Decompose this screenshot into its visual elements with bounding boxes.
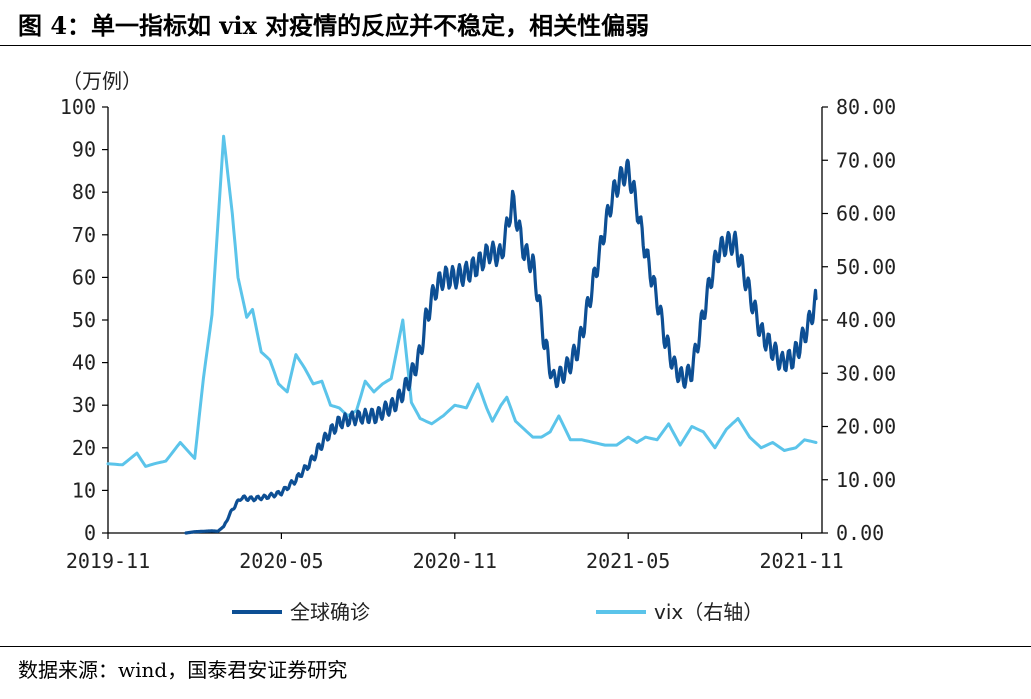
- left-tick-label: 70: [72, 223, 96, 247]
- x-tick-label: 2019-11: [66, 549, 150, 573]
- title-divider: [0, 45, 1031, 46]
- left-tick-label: 100: [60, 95, 96, 119]
- dual-axis-line-chart: （万例） 0 10 20 30 40 50 60 70 80 90 100 0.00 10.00 20.0…: [60, 69, 896, 624]
- figure-title: 图 4：单一指标如 vix 对疫情的反应并不稳定，相关性偏弱: [18, 11, 650, 40]
- x-tick-label: 2020-11: [413, 549, 497, 573]
- left-tick-label: 30: [72, 393, 96, 417]
- right-tick-label: 70.00: [836, 148, 896, 172]
- right-tick-label: 50.00: [836, 255, 896, 279]
- left-tick-label: 90: [72, 138, 96, 162]
- left-tick-label: 50: [72, 308, 96, 332]
- left-tick-label: 0: [84, 521, 96, 545]
- right-tick-label: 20.00: [836, 415, 896, 439]
- right-tick-label: 0.00: [836, 521, 884, 545]
- legend: 全球确诊 vix（右轴）: [232, 600, 763, 624]
- x-tick-label: 2021-11: [759, 549, 843, 573]
- axes: 0 10 20 30 40 50 60 70 80 90 100 0.00 10.00 20.00 30.0…: [60, 95, 896, 573]
- right-tick-label: 40.00: [836, 308, 896, 332]
- data-source-note: 数据来源：wind，国泰君安证券研究: [18, 658, 348, 682]
- series-line-cases: [184, 158, 818, 535]
- left-tick-label: 60: [72, 265, 96, 289]
- legend-entry-cases-label: 全球确诊: [290, 600, 370, 624]
- right-tick-label: 30.00: [836, 361, 896, 385]
- x-tick-label: 2021-05: [586, 549, 670, 573]
- left-tick-label: 20: [72, 436, 96, 460]
- x-tick-label: 2020-05: [239, 549, 323, 573]
- legend-entry-vix-label: vix（右轴）: [654, 600, 763, 624]
- left-tick-label: 40: [72, 351, 96, 375]
- right-tick-label: 60.00: [836, 202, 896, 226]
- left-axis-unit-label: （万例）: [62, 69, 142, 93]
- series-line-vix: [106, 134, 818, 468]
- source-divider: [0, 646, 1031, 647]
- right-tick-label: 80.00: [836, 95, 896, 119]
- right-tick-label: 10.00: [836, 468, 896, 492]
- left-tick-label: 80: [72, 180, 96, 204]
- left-tick-label: 10: [72, 478, 96, 502]
- series-layer: [106, 134, 818, 535]
